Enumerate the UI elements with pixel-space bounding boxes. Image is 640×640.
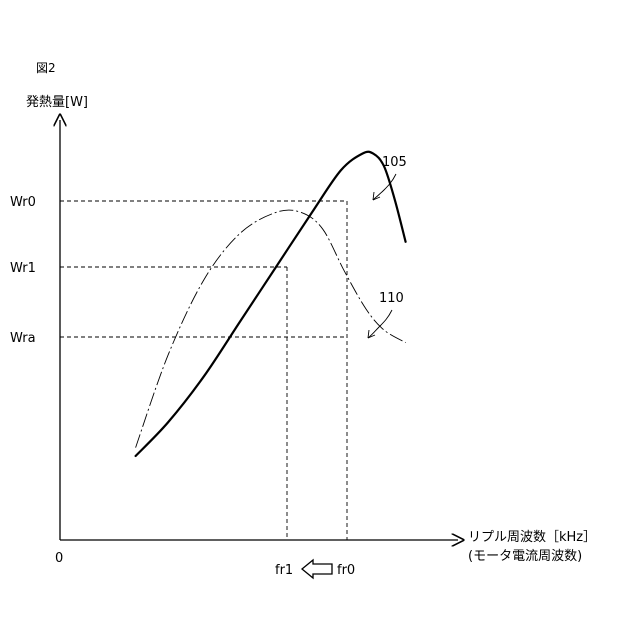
y-tick-label-wra: Wra bbox=[10, 331, 36, 346]
series-110-leader bbox=[368, 310, 392, 338]
x-axis-sublabel: (モータ電流周波数) bbox=[468, 549, 582, 564]
series-105-leader bbox=[373, 174, 396, 200]
y-tick-label-wr1: Wr1 bbox=[10, 261, 36, 276]
x-tick-label-fr0: fr0 bbox=[337, 563, 355, 578]
series-105-label: 105 bbox=[382, 155, 407, 170]
figure-label: 図2 bbox=[36, 61, 56, 75]
x-tick-label-fr1: fr1 bbox=[275, 563, 293, 578]
y-tick-label-wr0: Wr0 bbox=[10, 195, 36, 210]
x-axis-label: リプル周波数［kHz］ bbox=[468, 530, 596, 545]
origin-label: 0 bbox=[55, 551, 63, 566]
y-axis-label: 発熱量[W] bbox=[26, 95, 88, 110]
series-110-label: 110 bbox=[379, 291, 404, 306]
series-105-line bbox=[136, 152, 406, 456]
left-arrow-icon bbox=[302, 560, 332, 578]
